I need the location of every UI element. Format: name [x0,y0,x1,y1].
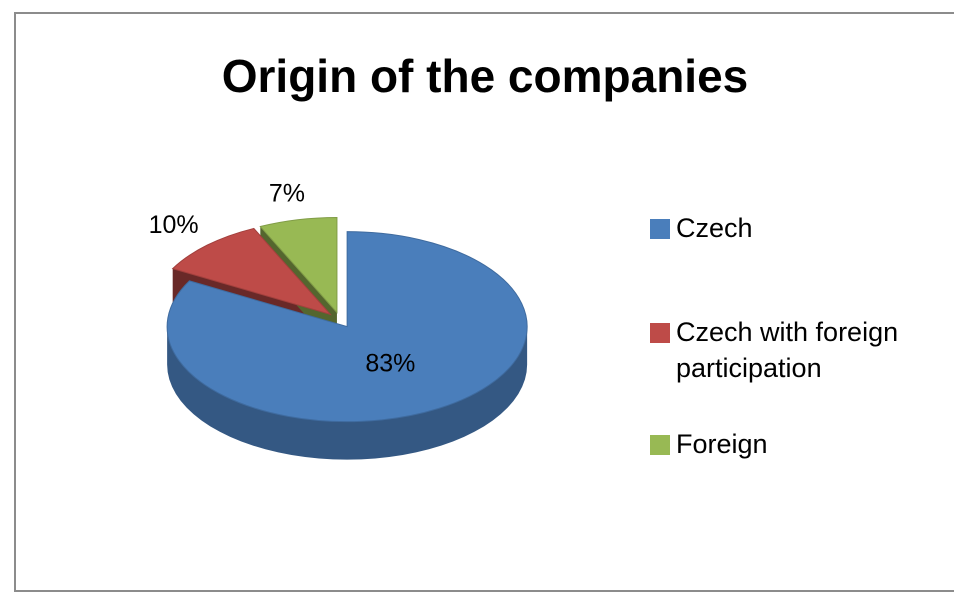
chart: Origin of the companies 83% 10% 7% [149,50,749,460]
legend-label: Czech with foreign participation [676,317,899,383]
chart-title: Origin of the companies [222,50,749,102]
legend-item: Foreign [650,426,950,462]
legend: Czech Czech with foreign participation For… [650,210,950,462]
data-label: 83% [365,350,415,378]
pie-tops [166,216,528,423]
data-label: 10% [149,211,199,239]
legend-item: Czech [650,210,950,246]
data-label: 7% [269,179,305,207]
legend-swatch [650,219,670,239]
slice [259,216,338,314]
legend-label: Czech [676,213,753,243]
page: Origin of the companies 83% 10% 7% Czech Cz… [14,12,954,592]
slice [171,227,332,316]
legend-item: Czech with foreign participation [650,314,950,386]
slice [166,231,528,423]
legend-swatch [650,435,670,455]
legend-swatch [650,323,670,343]
slice-side [167,326,528,460]
legend-label: Foreign [676,429,768,459]
